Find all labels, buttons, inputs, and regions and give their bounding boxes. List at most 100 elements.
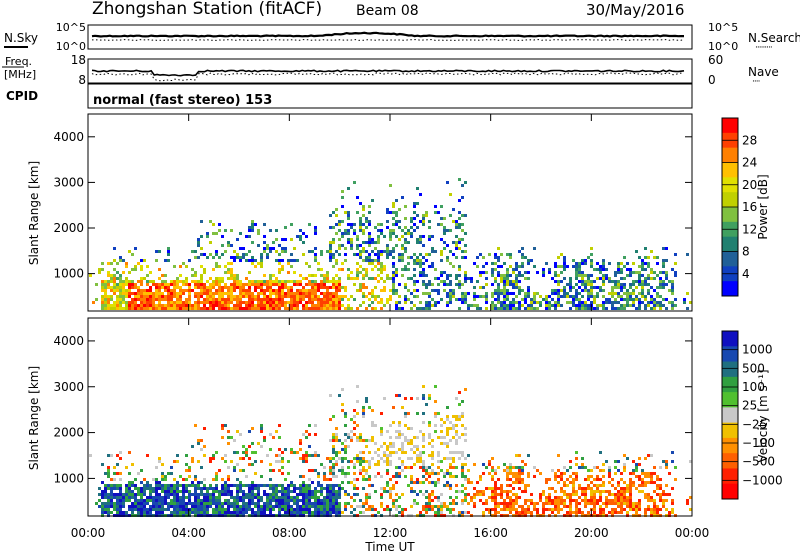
echo-cell bbox=[191, 457, 194, 460]
echo-cell bbox=[461, 223, 464, 226]
echo-cell bbox=[179, 508, 182, 511]
echo-cell bbox=[95, 298, 98, 301]
echo-cell bbox=[257, 304, 260, 307]
echo-cell bbox=[272, 280, 275, 283]
echo-cell bbox=[647, 454, 650, 457]
echo-cell bbox=[170, 493, 173, 496]
echo-cell bbox=[596, 292, 599, 295]
echo-cell bbox=[428, 508, 431, 511]
echo-cell bbox=[452, 427, 455, 430]
echo-cell bbox=[119, 478, 122, 481]
echo-cell bbox=[272, 484, 275, 487]
echo-cell bbox=[362, 409, 365, 412]
echo-cell bbox=[215, 292, 218, 295]
echo-cell bbox=[605, 496, 608, 499]
echo-cell bbox=[395, 235, 398, 238]
echo-cell bbox=[131, 286, 134, 289]
echo-cell bbox=[392, 205, 395, 208]
echo-cell bbox=[401, 244, 404, 247]
y-tick-label: 1000 bbox=[53, 471, 84, 485]
echo-cell bbox=[419, 259, 422, 262]
echo-cell bbox=[380, 430, 383, 433]
echo-cell bbox=[416, 436, 419, 439]
echo-cell bbox=[341, 409, 344, 412]
echo-cell bbox=[596, 466, 599, 469]
echo-cell bbox=[338, 493, 341, 496]
echo-cell bbox=[395, 508, 398, 511]
echo-cell bbox=[440, 298, 443, 301]
echo-cell bbox=[236, 493, 239, 496]
echo-cell bbox=[284, 478, 287, 481]
echo-cell bbox=[332, 256, 335, 259]
echo-cell bbox=[308, 283, 311, 286]
echo-cell bbox=[215, 487, 218, 490]
echo-cell bbox=[227, 295, 230, 298]
echo-cell bbox=[446, 295, 449, 298]
echo-cell bbox=[527, 307, 530, 310]
echo-cell bbox=[605, 301, 608, 304]
echo-cell bbox=[653, 499, 656, 502]
echo-cell bbox=[497, 292, 500, 295]
echo-cell bbox=[494, 505, 497, 508]
echo-cell bbox=[521, 265, 524, 268]
echo-cell bbox=[332, 292, 335, 295]
echo-cell bbox=[128, 451, 131, 454]
echo-cell bbox=[524, 487, 527, 490]
echo-cell bbox=[239, 505, 242, 508]
echo-cell bbox=[380, 298, 383, 301]
echo-cell bbox=[431, 457, 434, 460]
echo-cell bbox=[335, 298, 338, 301]
echo-cell bbox=[509, 253, 512, 256]
echo-cell bbox=[395, 394, 398, 397]
echo-cell bbox=[653, 490, 656, 493]
echo-cell bbox=[368, 253, 371, 256]
colorbar-tick-label: 100 bbox=[742, 380, 765, 394]
echo-cell bbox=[563, 292, 566, 295]
echo-cell bbox=[551, 487, 554, 490]
echo-cell bbox=[533, 466, 536, 469]
echo-cell bbox=[608, 262, 611, 265]
echo-cell bbox=[284, 487, 287, 490]
echo-cell bbox=[152, 307, 155, 310]
echo-cell bbox=[689, 496, 692, 499]
echo-cell bbox=[560, 280, 563, 283]
echo-cell bbox=[110, 505, 113, 508]
echo-cell bbox=[662, 298, 665, 301]
echo-cell bbox=[491, 271, 494, 274]
echo-cell bbox=[353, 472, 356, 475]
echo-cell bbox=[416, 202, 419, 205]
echo-cell bbox=[98, 505, 101, 508]
echo-cell bbox=[299, 280, 302, 283]
echo-cell bbox=[593, 295, 596, 298]
echo-cell bbox=[626, 490, 629, 493]
echo-cell bbox=[236, 502, 239, 505]
echo-cell bbox=[263, 250, 266, 253]
echo-cell bbox=[440, 280, 443, 283]
echo-cell bbox=[221, 424, 224, 427]
echo-cell bbox=[320, 484, 323, 487]
echo-cell bbox=[656, 292, 659, 295]
echo-cell bbox=[101, 301, 104, 304]
echo-cell bbox=[224, 286, 227, 289]
echo-cell bbox=[299, 442, 302, 445]
echo-cell bbox=[359, 244, 362, 247]
echo-cell bbox=[428, 502, 431, 505]
echo-cell bbox=[404, 412, 407, 415]
echo-cell bbox=[569, 511, 572, 514]
echo-cell bbox=[257, 490, 260, 493]
echo-cell bbox=[329, 508, 332, 511]
echo-cell bbox=[536, 307, 539, 310]
echo-cell bbox=[557, 502, 560, 505]
echo-cell bbox=[368, 298, 371, 301]
echo-cell bbox=[125, 304, 128, 307]
echo-cell bbox=[407, 439, 410, 442]
echo-cell bbox=[230, 277, 233, 280]
echo-cell bbox=[290, 259, 293, 262]
echo-cell bbox=[635, 463, 638, 466]
echo-cell bbox=[242, 301, 245, 304]
echo-cell bbox=[569, 301, 572, 304]
echo-cell bbox=[461, 469, 464, 472]
echo-cell bbox=[578, 262, 581, 265]
echo-cell bbox=[671, 283, 674, 286]
